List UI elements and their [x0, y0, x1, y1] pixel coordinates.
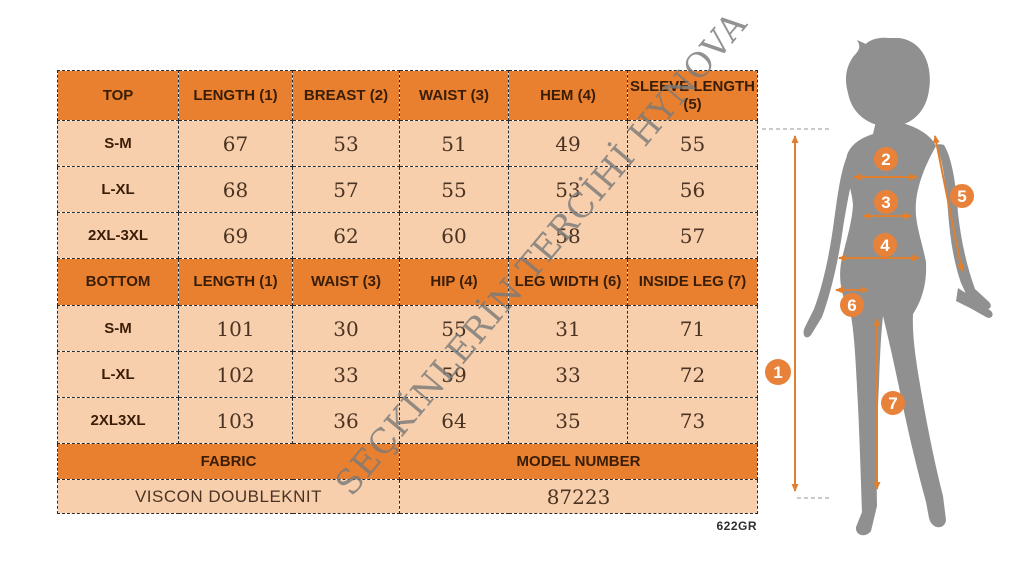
column-header-waist: WAIST (3) — [292, 258, 400, 306]
svg-text:7: 7 — [888, 394, 897, 413]
column-header-hip: HIP (4) — [399, 258, 509, 306]
table-cell: 59 — [399, 351, 509, 398]
female-silhouette-graphic — [803, 37, 993, 536]
table-cell: 30 — [292, 305, 400, 352]
model-number-value: 87223 — [399, 479, 758, 514]
table-cell: 64 — [399, 397, 509, 444]
table-cell: 36 — [292, 397, 400, 444]
column-header-sleeve-length: SLEEVE LENGTH (5) — [627, 70, 758, 121]
table-cell: 55 — [627, 120, 758, 167]
table-cell: 60 — [399, 212, 509, 259]
table-cell: 101 — [178, 305, 293, 352]
table-cell: 33 — [508, 351, 628, 398]
column-header-breast: BREAST (2) — [292, 70, 400, 121]
table-cell: 103 — [178, 397, 293, 444]
reference-dashed-lines — [762, 128, 832, 499]
svg-text:6: 6 — [847, 296, 856, 315]
silhouette-head — [845, 37, 930, 125]
marker-5: 5 — [950, 184, 974, 208]
marker-4: 4 — [873, 233, 897, 257]
size-label: S-M — [57, 305, 179, 352]
column-header-waist: WAIST (3) — [399, 70, 509, 121]
svg-text:3: 3 — [881, 193, 890, 212]
marker-3: 3 — [874, 190, 898, 214]
table-cell: 69 — [178, 212, 293, 259]
fabric-value: VISCON DOUBLEKNIT — [57, 479, 400, 514]
column-header-leg-width: LEG WIDTH (6) — [508, 258, 628, 306]
column-header-inside-leg: INSIDE LEG (7) — [627, 258, 758, 306]
table-row: S-M 101 30 55 31 71 — [57, 305, 758, 352]
fabric-model-header-row: FABRIC MODEL NUMBER — [57, 443, 758, 480]
table-row: S-M 67 53 51 49 55 — [57, 120, 758, 167]
table-cell: 57 — [292, 166, 400, 213]
silhouette-right-arm — [936, 144, 991, 310]
top-section-header-row: TOP LENGTH (1) BREAST (2) WAIST (3) HEM … — [57, 70, 758, 121]
table-cell: 53 — [292, 120, 400, 167]
body-measurement-diagram: 1 2 3 4 5 6 7 — [762, 37, 993, 536]
measurement-arrows — [791, 135, 965, 492]
table-cell: 57 — [627, 212, 758, 259]
fabric-model-value-row: VISCON DOUBLEKNIT 87223 — [57, 479, 758, 514]
marker-1: 1 — [765, 359, 791, 385]
column-header-top: TOP — [57, 70, 179, 121]
silhouette-body — [840, 121, 946, 536]
measurement-markers: 1 2 3 4 5 6 7 — [765, 147, 974, 415]
svg-text:1: 1 — [773, 363, 782, 382]
size-label: L-XL — [57, 351, 179, 398]
silhouette-left-arm — [803, 150, 857, 338]
marker-7: 7 — [881, 391, 905, 415]
weight-code: 622GR — [716, 519, 757, 533]
column-header-length: LENGTH (1) — [178, 258, 293, 306]
size-measurement-table: TOP LENGTH (1) BREAST (2) WAIST (3) HEM … — [57, 70, 758, 514]
table-cell: 62 — [292, 212, 400, 259]
column-header-fabric: FABRIC — [57, 443, 400, 480]
svg-text:2: 2 — [881, 150, 890, 169]
table-cell: 67 — [178, 120, 293, 167]
table-row: 2XL-3XL 69 62 60 58 57 — [57, 212, 758, 259]
table-cell: 51 — [399, 120, 509, 167]
sleeve-arrow-5 — [932, 135, 965, 272]
table-cell: 55 — [399, 305, 509, 352]
table-cell: 33 — [292, 351, 400, 398]
column-header-bottom: BOTTOM — [57, 258, 179, 306]
table-cell: 49 — [508, 120, 628, 167]
marker-6: 6 — [840, 293, 864, 317]
column-header-hem: HEM (4) — [508, 70, 628, 121]
size-label: S-M — [57, 120, 179, 167]
marker-2: 2 — [874, 147, 898, 171]
table-row: L-XL 102 33 59 33 72 — [57, 351, 758, 398]
column-header-length: LENGTH (1) — [178, 70, 293, 121]
column-header-model-number: MODEL NUMBER — [399, 443, 758, 480]
svg-text:5: 5 — [957, 187, 966, 206]
table-cell: 72 — [627, 351, 758, 398]
table-cell: 31 — [508, 305, 628, 352]
size-label: 2XL-3XL — [57, 212, 179, 259]
size-label: L-XL — [57, 166, 179, 213]
table-row: 2XL3XL 103 36 64 35 73 — [57, 397, 758, 444]
bottom-section-header-row: BOTTOM LENGTH (1) WAIST (3) HIP (4) LEG … — [57, 258, 758, 306]
table-cell: 53 — [508, 166, 628, 213]
table-cell: 55 — [399, 166, 509, 213]
table-cell: 58 — [508, 212, 628, 259]
table-cell: 56 — [627, 166, 758, 213]
size-label: 2XL3XL — [57, 397, 179, 444]
table-cell: 73 — [627, 397, 758, 444]
table-cell: 102 — [178, 351, 293, 398]
silhouette-right-hand — [956, 288, 993, 318]
table-cell: 68 — [178, 166, 293, 213]
table-cell: 71 — [627, 305, 758, 352]
svg-text:4: 4 — [880, 236, 890, 255]
table-row: L-XL 68 57 55 53 56 — [57, 166, 758, 213]
table-cell: 35 — [508, 397, 628, 444]
